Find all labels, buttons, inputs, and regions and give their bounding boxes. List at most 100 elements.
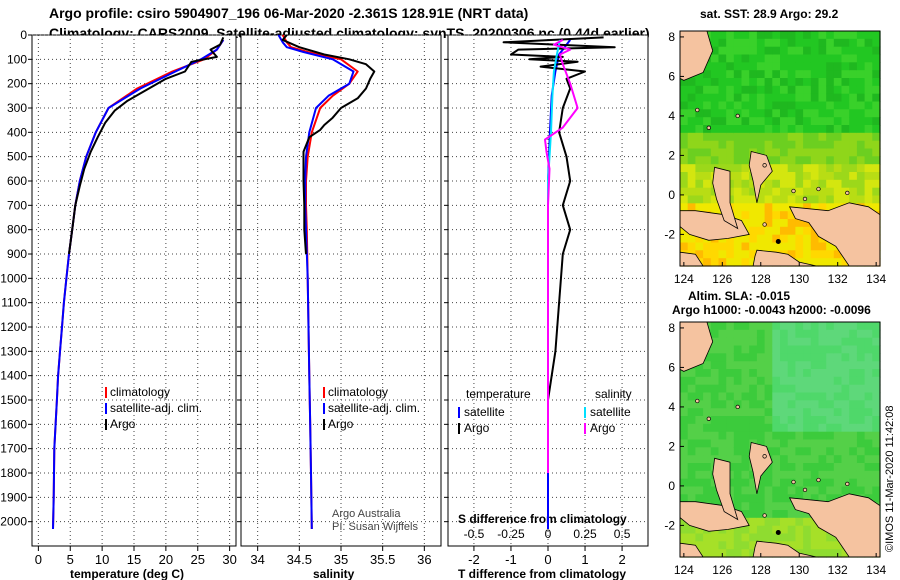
map-cell [741, 93, 750, 103]
map-cell [849, 431, 858, 441]
map-cell [787, 517, 796, 527]
map-cell [749, 242, 758, 251]
map-cell [718, 392, 727, 401]
map-cell [787, 62, 796, 71]
map-cell [833, 416, 843, 425]
map-cell [695, 416, 704, 425]
map-cell [772, 203, 781, 212]
map-cell [780, 494, 789, 503]
map-cell [726, 156, 735, 165]
map-cell [756, 369, 766, 378]
map-cell [772, 502, 781, 511]
map-cell [764, 179, 773, 189]
map-cell [818, 361, 827, 370]
map-cell [764, 203, 773, 212]
map-cell [703, 156, 712, 165]
map-y-tick-label: 4 [668, 109, 675, 123]
map-cell [749, 54, 758, 63]
map-cell [849, 156, 858, 165]
map-cell [756, 78, 766, 87]
map-cell [780, 54, 789, 63]
map-cell [756, 62, 766, 71]
map-cell [826, 392, 835, 401]
map-cell [695, 486, 704, 495]
map-cell [810, 470, 820, 480]
map-cell [710, 533, 720, 542]
map-cell [810, 258, 820, 267]
map-cell [856, 78, 866, 87]
map-cell [680, 226, 689, 236]
map-cell [818, 242, 827, 251]
map-cell [826, 31, 835, 40]
map-cell [856, 329, 866, 339]
map-cell [795, 250, 804, 259]
map-cell [810, 369, 820, 378]
map-cell [756, 431, 766, 441]
map-cell [772, 439, 781, 448]
map-cell [810, 46, 820, 56]
map-cell [764, 38, 773, 48]
map-cell [749, 369, 758, 378]
map-cell [703, 258, 712, 267]
x-tick-label: 0 [35, 552, 42, 567]
map-cell [756, 101, 766, 110]
map-cell [803, 156, 812, 165]
map-cell [818, 250, 827, 259]
map-cell [680, 203, 689, 212]
x2-tick-label: -0.25 [497, 527, 525, 541]
map-cell [795, 242, 804, 251]
map-cell [741, 392, 750, 401]
map-cell [710, 337, 720, 347]
map-cell [733, 502, 743, 511]
map-cell [856, 54, 866, 63]
map-cell [795, 132, 804, 142]
map-cell [710, 78, 720, 87]
map-y-tick-label: 2 [668, 148, 675, 162]
map-cell [818, 447, 827, 456]
map-cell [695, 384, 704, 394]
map-cell [856, 125, 866, 134]
land-mass [752, 540, 817, 558]
map-cell [726, 431, 735, 441]
map-cell [841, 384, 850, 394]
map-cell [803, 93, 812, 103]
map-cell [872, 172, 881, 181]
map-cell [864, 101, 873, 110]
map-cell [810, 54, 820, 63]
map-cell [772, 384, 781, 394]
map-cell [810, 156, 820, 165]
map-cell [833, 54, 843, 63]
map-cell [718, 93, 727, 103]
map-cell [833, 361, 843, 370]
island [791, 188, 796, 194]
map-cell [856, 31, 866, 40]
map-cell [772, 337, 781, 347]
map-cell [810, 179, 820, 189]
map-cell [826, 101, 835, 110]
map-cell [764, 463, 773, 472]
map-cell [687, 148, 696, 157]
map-cell [764, 172, 773, 181]
map-cell [787, 125, 796, 134]
map-cell [680, 179, 689, 189]
map-cell [872, 78, 881, 87]
map-cell [795, 384, 804, 394]
map-cell [733, 329, 743, 339]
map-cell [764, 478, 773, 488]
map-cell [749, 109, 758, 118]
map-cell [826, 78, 835, 87]
map-cell [718, 455, 727, 464]
map-cell [780, 70, 789, 79]
map-cell [841, 85, 850, 95]
map-cell [818, 408, 827, 417]
map-cell [710, 439, 720, 448]
map-cell [795, 62, 804, 71]
map-cell [703, 93, 712, 103]
map-cell [833, 70, 843, 79]
plot-frame [240, 34, 442, 547]
x-tick-label: 0 [544, 552, 551, 567]
map-cell [780, 510, 789, 519]
map-cell [818, 470, 827, 480]
map-cell [703, 439, 712, 448]
